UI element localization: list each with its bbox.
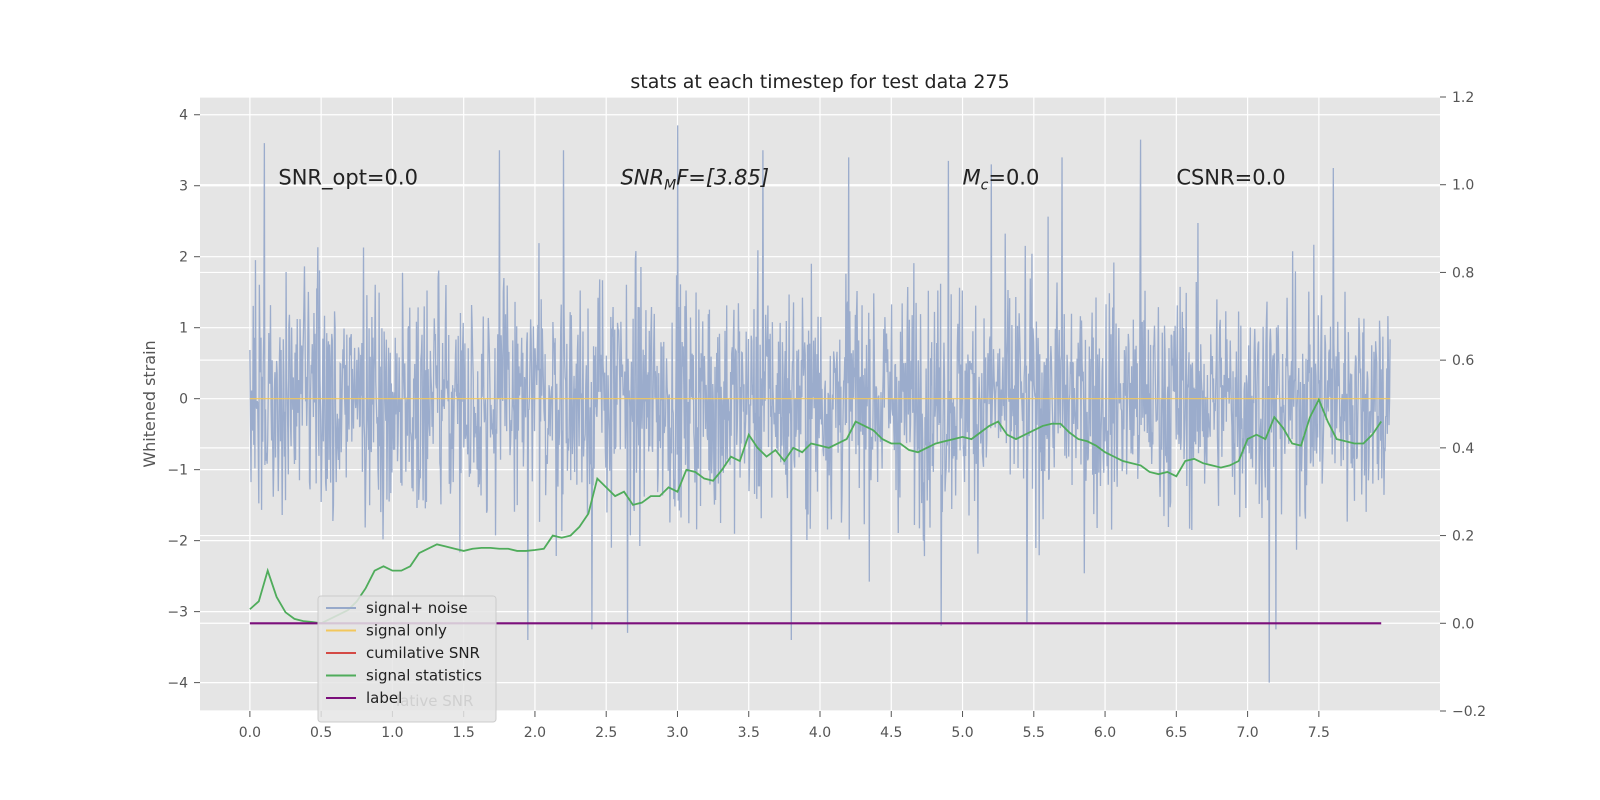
y-tick-label: 2 <box>179 250 188 266</box>
legend-entry: signal statistics <box>366 667 482 685</box>
annotation-rest: F=[3.85] <box>676 166 769 190</box>
annotations: SNR_opt=0.0 SNRMF=[3.85] Mc=0.0 CSNR=0.0 <box>278 166 1285 194</box>
y-tick-label: −1 <box>167 463 188 479</box>
annotation: CSNR=0.0 <box>1176 166 1285 190</box>
x-tick-label: 2.0 <box>524 725 546 741</box>
x-tick-label: 2.5 <box>595 725 617 741</box>
legend-box <box>317 595 497 723</box>
y2-tick-label: −0.2 <box>1452 704 1486 720</box>
series-signal-noise <box>249 125 1391 683</box>
y-tick-label: 4 <box>179 108 188 124</box>
x-tick-label: 5.0 <box>951 725 973 741</box>
legend-entry: label <box>366 689 402 707</box>
x-tick-label: 6.5 <box>1165 725 1187 741</box>
x-tick-label: 3.5 <box>738 725 760 741</box>
y2-tick-label: 0.6 <box>1452 353 1474 369</box>
legend-entry: cumilative SNR <box>366 644 480 662</box>
x-tick-label: 4.0 <box>809 725 831 741</box>
y2-tick-label: 1.0 <box>1452 178 1474 194</box>
x-tick-label: 7.5 <box>1308 725 1330 741</box>
y2-tick-label: 1.2 <box>1452 90 1474 106</box>
x-tick-label: 7.0 <box>1236 725 1258 741</box>
legend-entry: signal only <box>366 622 447 640</box>
legend-entry: signal+ noise <box>366 599 468 617</box>
y2-tick-label: 0.2 <box>1452 529 1474 545</box>
annotation-sub: M <box>664 178 676 194</box>
y2-tick-label: 0.8 <box>1452 265 1474 281</box>
y-tick-label: 3 <box>179 179 188 195</box>
y2-tick-label: 0.0 <box>1452 616 1474 632</box>
signal-noise-line <box>249 125 1391 683</box>
annotation-sub: c <box>981 178 989 194</box>
y-tick-label: −2 <box>167 534 188 550</box>
annotation-base: SNR <box>620 166 664 190</box>
y-tick-label: 1 <box>179 321 188 337</box>
y-tick-label: −4 <box>167 676 188 692</box>
chart-title: stats at each timestep for test data 275 <box>630 71 1009 93</box>
x-tick-label: 1.5 <box>453 725 475 741</box>
annotation: Mc=0.0 <box>963 166 1040 194</box>
axes: 0.0 0.5 1.0 1.5 2.0 2.5 3.0 3.5 4.0 4.5 5.0 5.5 6.0 6… <box>167 90 1486 741</box>
y2-tick-label: 0.4 <box>1452 441 1474 457</box>
annotation-base: M <box>963 166 981 190</box>
annotation: SNRMF=[3.85] <box>620 166 769 194</box>
x-tick-label: 6.0 <box>1094 725 1116 741</box>
x-tick-label: 5.5 <box>1023 725 1045 741</box>
x-tick-label: 1.0 <box>381 725 403 741</box>
annotation-rest: =0.0 <box>988 166 1039 190</box>
y-axis-label: Whitened strain <box>140 340 159 467</box>
y-tick-label: 0 <box>179 392 188 408</box>
x-tick-label: 0.5 <box>310 725 332 741</box>
series-signal-statistics-line <box>249 397 1382 625</box>
x-tick-label: 4.5 <box>880 725 902 741</box>
legend: lative SNR signal+ noise signal only cumila… <box>317 595 497 723</box>
x-tick-label: 3.0 <box>666 725 688 741</box>
x-tick-label: 0.0 <box>239 725 261 741</box>
y-tick-label: −3 <box>167 605 188 621</box>
annotation: SNR_opt=0.0 <box>278 166 418 191</box>
legend-ghost-text: lative SNR <box>396 692 473 710</box>
